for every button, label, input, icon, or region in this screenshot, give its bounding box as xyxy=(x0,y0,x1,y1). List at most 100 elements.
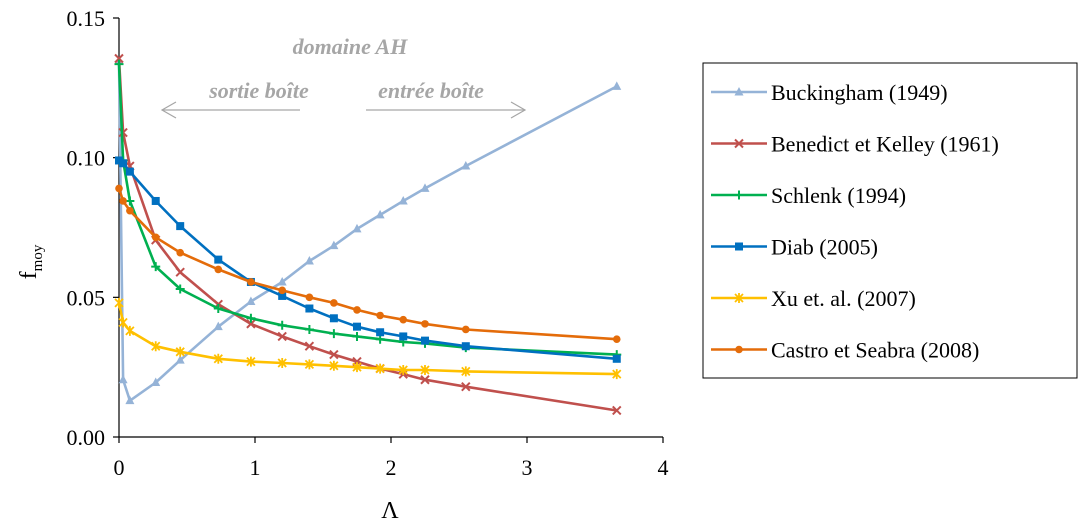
data-point-castro-et-seabra-2008 xyxy=(462,325,470,334)
data-point-schlenk-1994 xyxy=(175,284,185,294)
data-point-buckingham-1949 xyxy=(461,161,471,170)
data-point-buckingham-1949 xyxy=(213,321,223,331)
data-point-xu-et-al-2007 xyxy=(375,363,385,374)
legend-label: Buckingham (1949) xyxy=(771,80,948,105)
legend-label: Castro et Seabra (2008) xyxy=(771,338,979,363)
data-point-xu-et-al-2007 xyxy=(420,364,430,375)
data-point-buckingham-1949 xyxy=(398,195,408,205)
data-point-xu-et-al-2007 xyxy=(398,364,408,375)
right-arrow xyxy=(366,101,527,119)
y-tick-label: 0.00 xyxy=(67,425,106,450)
series-schlenk-1994 xyxy=(114,59,622,360)
series-group xyxy=(114,53,622,416)
y-tick-label: 0.05 xyxy=(67,285,106,310)
legend: Buckingham (1949) Benedict et Kelley (196… xyxy=(702,62,1078,379)
data-point-benedict-et-kelley-1961 xyxy=(246,319,256,329)
data-point-castro-et-seabra-2008 xyxy=(421,320,429,328)
data-point-castro-et-seabra-2008 xyxy=(376,311,384,320)
x-tick-label: 4 xyxy=(658,455,669,480)
x-tick-label: 3 xyxy=(522,455,533,480)
legend-item-buckingham-1949: Buckingham (1949) xyxy=(711,80,948,105)
legend-swatch-marker xyxy=(734,138,744,149)
data-point-diab-2005 xyxy=(278,291,287,300)
data-point-xu-et-al-2007 xyxy=(175,346,185,357)
y-tick-label: 0.15 xyxy=(67,6,106,31)
data-point-schlenk-1994 xyxy=(304,324,314,334)
data-point-diab-2005 xyxy=(151,196,160,205)
legend-label: Schlenk (1994) xyxy=(771,183,906,208)
data-point-xu-et-al-2007 xyxy=(246,356,256,367)
data-point-castro-et-seabra-2008 xyxy=(399,315,408,324)
data-point-xu-et-al-2007 xyxy=(114,297,124,308)
data-point-castro-et-seabra-2008 xyxy=(305,293,314,302)
data-point-xu-et-al-2007 xyxy=(277,357,287,368)
legend-label: Xu et. al. (2007) xyxy=(771,286,916,311)
data-point-benedict-et-kelley-1961 xyxy=(420,375,430,385)
data-point-xu-et-al-2007 xyxy=(125,325,135,336)
data-point-castro-et-seabra-2008 xyxy=(330,299,338,307)
data-point-benedict-et-kelley-1961 xyxy=(329,349,339,360)
data-point-castro-et-seabra-2008 xyxy=(353,306,361,314)
data-point-benedict-et-kelley-1961 xyxy=(114,53,124,64)
y-axis-title-main: f xyxy=(16,271,42,279)
legend-swatch-marker xyxy=(734,293,744,303)
data-point-castro-et-seabra-2008 xyxy=(126,206,134,215)
series-buckingham-1949 xyxy=(114,56,622,405)
data-point-diab-2005 xyxy=(399,332,408,341)
data-point-castro-et-seabra-2008 xyxy=(214,265,223,274)
left-arrow xyxy=(160,101,300,119)
data-point-schlenk-1994 xyxy=(246,313,256,323)
annotation-domain: domaine AH xyxy=(293,34,409,59)
data-point-schlenk-1994 xyxy=(114,59,124,69)
data-point-castro-et-seabra-2008 xyxy=(247,278,255,286)
data-point-diab-2005 xyxy=(461,342,470,351)
series-line-buckingham-1949 xyxy=(117,61,618,403)
axis-titles: Λ fmoy xyxy=(16,244,399,521)
data-point-schlenk-1994 xyxy=(352,331,362,341)
legend-item-xu-et-al-2007: Xu et. al. (2007) xyxy=(711,286,916,311)
x-axis-title: Λ xyxy=(381,498,399,521)
data-point-buckingham-1949 xyxy=(125,395,135,405)
series-line-diab-2005 xyxy=(118,159,617,361)
data-point-buckingham-1949 xyxy=(420,183,430,192)
data-point-benedict-et-kelley-1961 xyxy=(612,405,622,416)
data-point-schlenk-1994 xyxy=(151,262,161,272)
x-tick-label: 2 xyxy=(386,455,397,480)
legend-item-benedict-et-kelley-1961: Benedict et Kelley (1961) xyxy=(711,132,999,157)
data-point-castro-et-seabra-2008 xyxy=(612,335,621,344)
data-point-diab-2005 xyxy=(376,328,385,337)
ticks: 0.00 0.05 0.10 0.15 0 1 2 3 4 xyxy=(67,6,669,480)
y-tick-label: 0.10 xyxy=(67,146,106,171)
legend-item-schlenk-1994: Schlenk (1994) xyxy=(711,183,906,208)
data-point-buckingham-1949 xyxy=(612,81,622,90)
data-point-buckingham-1949 xyxy=(277,276,287,286)
series-xu-et-al-2007 xyxy=(114,297,622,380)
data-point-schlenk-1994 xyxy=(277,320,287,330)
data-point-xu-et-al-2007 xyxy=(118,317,128,328)
data-point-xu-et-al-2007 xyxy=(304,359,315,370)
legend-swatch-marker xyxy=(735,242,743,251)
data-point-buckingham-1949 xyxy=(151,377,161,387)
series-line-xu-et-al-2007 xyxy=(117,302,617,376)
data-point-diab-2005 xyxy=(214,255,223,264)
data-point-buckingham-1949 xyxy=(304,256,314,265)
data-point-xu-et-al-2007 xyxy=(352,362,362,373)
data-point-xu-et-al-2007 xyxy=(213,353,223,364)
annotation-sortie: sortie boîte xyxy=(208,78,309,103)
series-line-castro-et-seabra-2008 xyxy=(117,187,617,341)
data-point-buckingham-1949 xyxy=(375,209,385,219)
data-point-diab-2005 xyxy=(305,304,314,313)
data-point-benedict-et-kelley-1961 xyxy=(175,267,185,277)
data-point-diab-2005 xyxy=(176,222,185,231)
series-diab-2005 xyxy=(115,156,621,363)
y-axis-title-sub: moy xyxy=(30,244,46,271)
data-point-xu-et-al-2007 xyxy=(329,360,339,371)
data-point-buckingham-1949 xyxy=(118,374,128,384)
data-point-schlenk-1994 xyxy=(213,304,223,314)
data-point-castro-et-seabra-2008 xyxy=(151,233,160,242)
legend-label: Benedict et Kelley (1961) xyxy=(771,132,999,157)
data-point-schlenk-1994 xyxy=(329,329,339,339)
legend-swatch-marker xyxy=(734,87,744,96)
data-point-castro-et-seabra-2008 xyxy=(176,248,184,257)
data-point-xu-et-al-2007 xyxy=(612,369,622,380)
